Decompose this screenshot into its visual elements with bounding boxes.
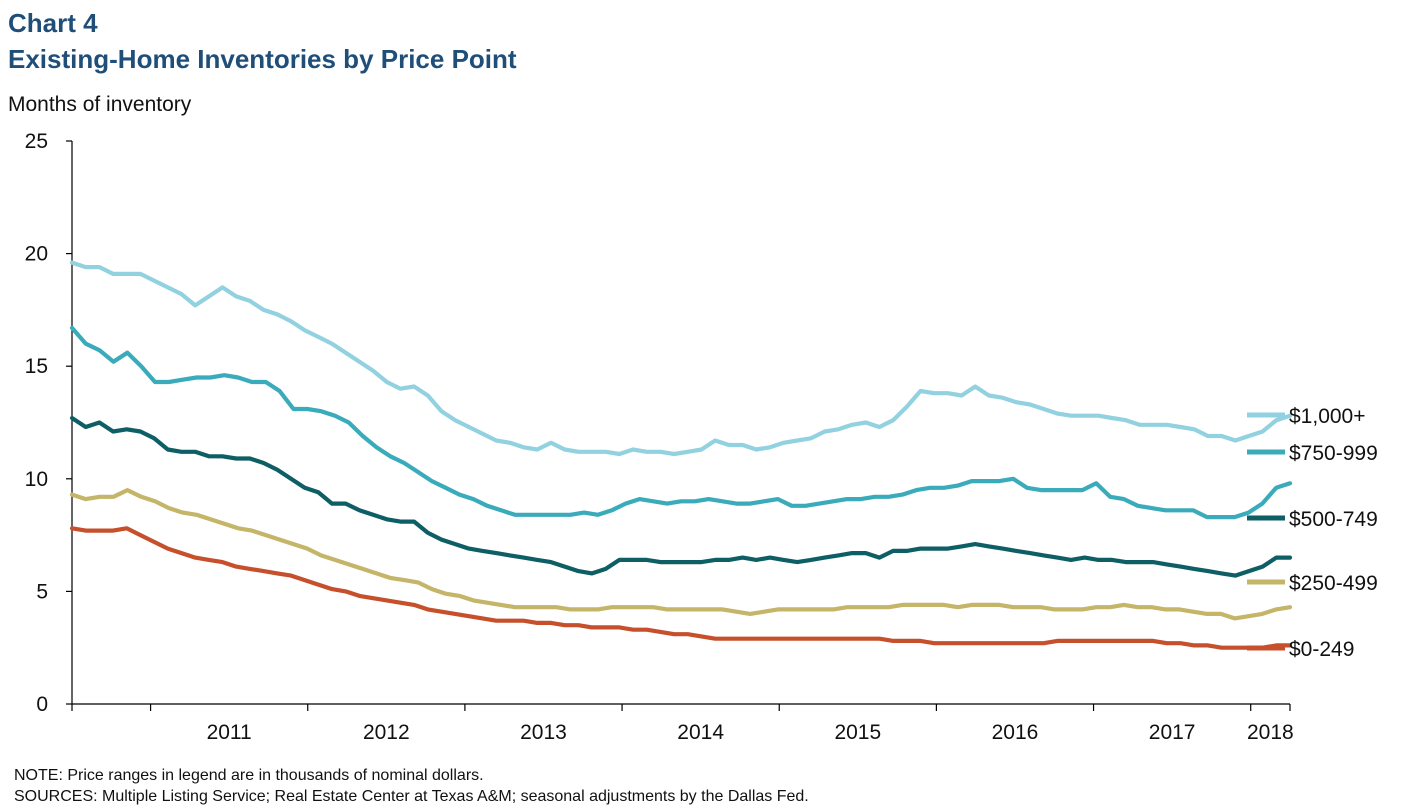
legend-label-1: $750-999	[1289, 442, 1378, 465]
legend: $1,000+ $750-999 $500-749 $250-499 $0-249	[1247, 405, 1378, 661]
y-tick-label: 0	[36, 693, 48, 716]
y-tick-label: 10	[25, 468, 48, 491]
chart-title: Existing-Home Inventories by Price Point	[8, 44, 517, 74]
x-tick-label: 2015	[834, 721, 881, 744]
series-line-2	[69, 415, 1293, 578]
legend-label-3: $250-499	[1289, 572, 1378, 595]
series-layer	[69, 260, 1293, 650]
axes: 0 5 10 15 20 25 2011 2012 2013 2014 2015 2016 2017 20…	[25, 130, 1294, 744]
chart-number: Chart 4	[8, 8, 98, 38]
y-tick-label: 20	[25, 243, 48, 266]
x-tick-label: 2011	[207, 721, 252, 744]
footnotes: NOTE: Price ranges in legend are in thou…	[14, 765, 809, 807]
legend-label-2: $500-749	[1289, 508, 1378, 531]
series-line-3	[69, 488, 1293, 621]
x-tick-label: 2012	[363, 721, 410, 744]
y-axis-label: Months of inventory	[8, 93, 192, 116]
sources-text: SOURCES: Multiple Listing Service; Real …	[14, 788, 809, 805]
y-tick-label: 5	[36, 580, 48, 603]
y-tick-label: 15	[25, 355, 48, 378]
legend-label-4: $0-249	[1289, 638, 1354, 661]
x-tick-label: 2014	[677, 721, 724, 744]
legend-label-0: $1,000+	[1289, 405, 1366, 428]
x-tick-label: 2017	[1149, 721, 1196, 744]
y-tick-label: 25	[25, 130, 48, 153]
x-tick-label: 2013	[520, 721, 567, 744]
series-line-1	[69, 325, 1293, 520]
x-tick-label: 2018	[1247, 721, 1294, 744]
x-tick-label: 2016	[992, 721, 1039, 744]
series-line-0	[69, 260, 1293, 457]
note-text: NOTE: Price ranges in legend are in thou…	[14, 767, 484, 784]
series-line-4	[69, 526, 1293, 650]
